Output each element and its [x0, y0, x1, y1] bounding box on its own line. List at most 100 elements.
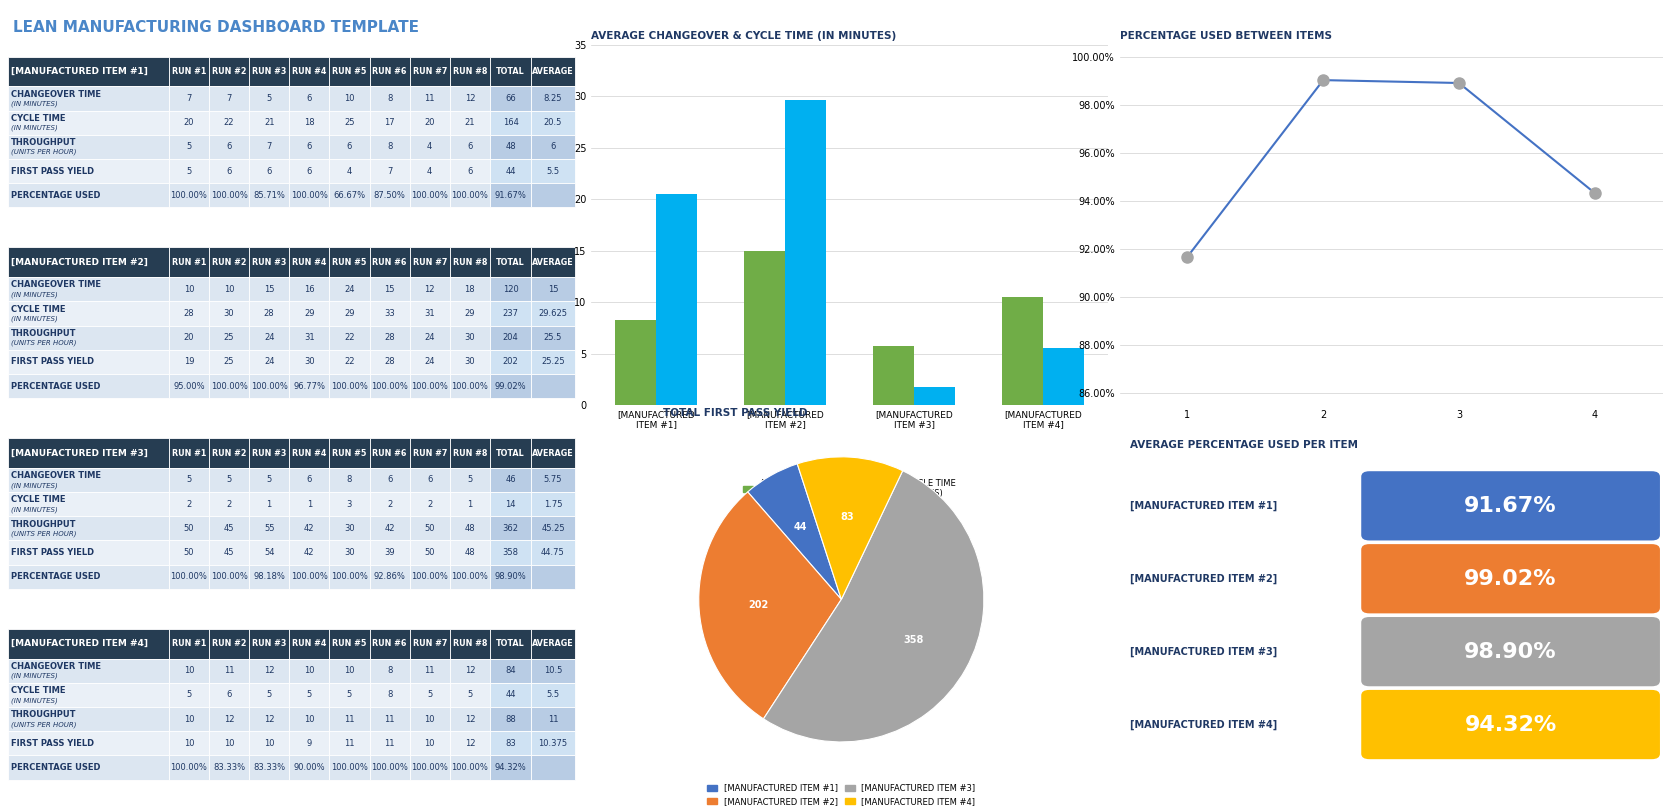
Bar [208, 110, 250, 134]
Bar [490, 731, 531, 756]
Text: 100.00%: 100.00% [210, 191, 248, 200]
Bar [330, 248, 370, 277]
Text: 45.25: 45.25 [541, 524, 565, 533]
Text: 11: 11 [345, 714, 355, 723]
Text: 25: 25 [223, 357, 235, 366]
Text: (UNITS PER HOUR): (UNITS PER HOUR) [12, 339, 77, 346]
Bar [490, 629, 531, 659]
Bar [531, 756, 575, 780]
Text: RUN #3: RUN #3 [252, 67, 287, 76]
Text: RUN #5: RUN #5 [332, 258, 367, 266]
Text: 100.00%: 100.00% [372, 763, 408, 772]
Text: 30: 30 [345, 524, 355, 533]
Wedge shape [798, 457, 903, 599]
Text: FIRST PASS YIELD: FIRST PASS YIELD [12, 357, 95, 366]
Bar [8, 707, 168, 731]
Text: 100.00%: 100.00% [412, 573, 448, 582]
Text: 4: 4 [426, 167, 433, 176]
Bar [450, 57, 490, 87]
Bar [450, 629, 490, 659]
Text: (IN MINUTES): (IN MINUTES) [12, 506, 58, 513]
Bar [208, 134, 250, 159]
Bar [250, 565, 290, 589]
Text: RUN #7: RUN #7 [413, 67, 446, 76]
Text: 11: 11 [385, 739, 395, 748]
Text: FIRST PASS YIELD: FIRST PASS YIELD [12, 739, 95, 748]
Text: AVERAGE: AVERAGE [531, 639, 573, 648]
Text: 1.75: 1.75 [543, 500, 561, 509]
Text: 100.00%: 100.00% [292, 191, 328, 200]
Text: RUN #1: RUN #1 [172, 258, 207, 266]
Text: TOTAL: TOTAL [496, 449, 525, 458]
Bar [290, 301, 330, 326]
Bar [168, 683, 208, 707]
Bar [490, 540, 531, 565]
Text: CYCLE TIME: CYCLE TIME [12, 113, 65, 123]
Text: THROUGHPUT: THROUGHPUT [12, 519, 77, 529]
Bar [208, 326, 250, 350]
Bar [250, 183, 290, 207]
Text: 5.75: 5.75 [543, 475, 561, 484]
Bar [8, 277, 168, 301]
Text: RUN #2: RUN #2 [212, 67, 247, 76]
Bar [8, 301, 168, 326]
Bar [873, 346, 915, 405]
Text: 91.67%: 91.67% [495, 191, 526, 200]
Text: 44: 44 [505, 167, 516, 176]
Text: 100.00%: 100.00% [332, 573, 368, 582]
Text: 5: 5 [227, 475, 232, 484]
Bar [168, 707, 208, 731]
Text: RUN #6: RUN #6 [373, 258, 407, 266]
Bar [290, 134, 330, 159]
Bar [208, 183, 250, 207]
Text: 84: 84 [505, 666, 516, 676]
Text: 6: 6 [307, 475, 312, 484]
Bar [208, 159, 250, 183]
Text: 12: 12 [465, 94, 475, 103]
Text: 22: 22 [223, 118, 235, 127]
Bar [410, 326, 450, 350]
Text: 100.00%: 100.00% [451, 763, 488, 772]
Text: RUN #6: RUN #6 [373, 449, 407, 458]
Text: 50: 50 [425, 548, 435, 557]
Text: (IN MINUTES): (IN MINUTES) [12, 673, 58, 680]
Text: RUN #5: RUN #5 [332, 67, 367, 76]
Text: 5: 5 [187, 167, 192, 176]
Text: 100.00%: 100.00% [451, 382, 488, 390]
Text: 5: 5 [267, 690, 272, 699]
Bar [370, 540, 410, 565]
Bar [370, 57, 410, 87]
Text: 39: 39 [385, 548, 395, 557]
Text: 45: 45 [223, 524, 235, 533]
Bar [330, 629, 370, 659]
Text: LEAN MANUFACTURING DASHBOARD TEMPLATE: LEAN MANUFACTURING DASHBOARD TEMPLATE [13, 20, 420, 36]
Text: 28: 28 [385, 333, 395, 342]
Text: 25: 25 [223, 333, 235, 342]
Bar [250, 516, 290, 540]
Bar [450, 87, 490, 110]
Text: 44.75: 44.75 [541, 548, 565, 557]
Text: 88: 88 [505, 714, 516, 723]
Text: 8.25: 8.25 [543, 94, 561, 103]
Text: 2: 2 [187, 500, 192, 509]
Text: 25.5: 25.5 [543, 333, 561, 342]
Text: 100.00%: 100.00% [252, 382, 288, 390]
Text: TOTAL: TOTAL [496, 639, 525, 648]
Bar [250, 374, 290, 399]
Text: THROUGHPUT: THROUGHPUT [12, 329, 77, 338]
Bar [915, 387, 955, 405]
Bar [330, 683, 370, 707]
Text: 10: 10 [223, 284, 235, 294]
Bar [410, 756, 450, 780]
Text: FIRST PASS YIELD: FIRST PASS YIELD [12, 167, 95, 176]
Text: 6: 6 [227, 143, 232, 151]
Bar [208, 683, 250, 707]
Bar [250, 159, 290, 183]
Bar [290, 350, 330, 374]
Bar [208, 438, 250, 468]
Bar [450, 183, 490, 207]
Bar [531, 301, 575, 326]
Bar [490, 301, 531, 326]
Bar [208, 565, 250, 589]
Text: RUN #8: RUN #8 [453, 67, 486, 76]
